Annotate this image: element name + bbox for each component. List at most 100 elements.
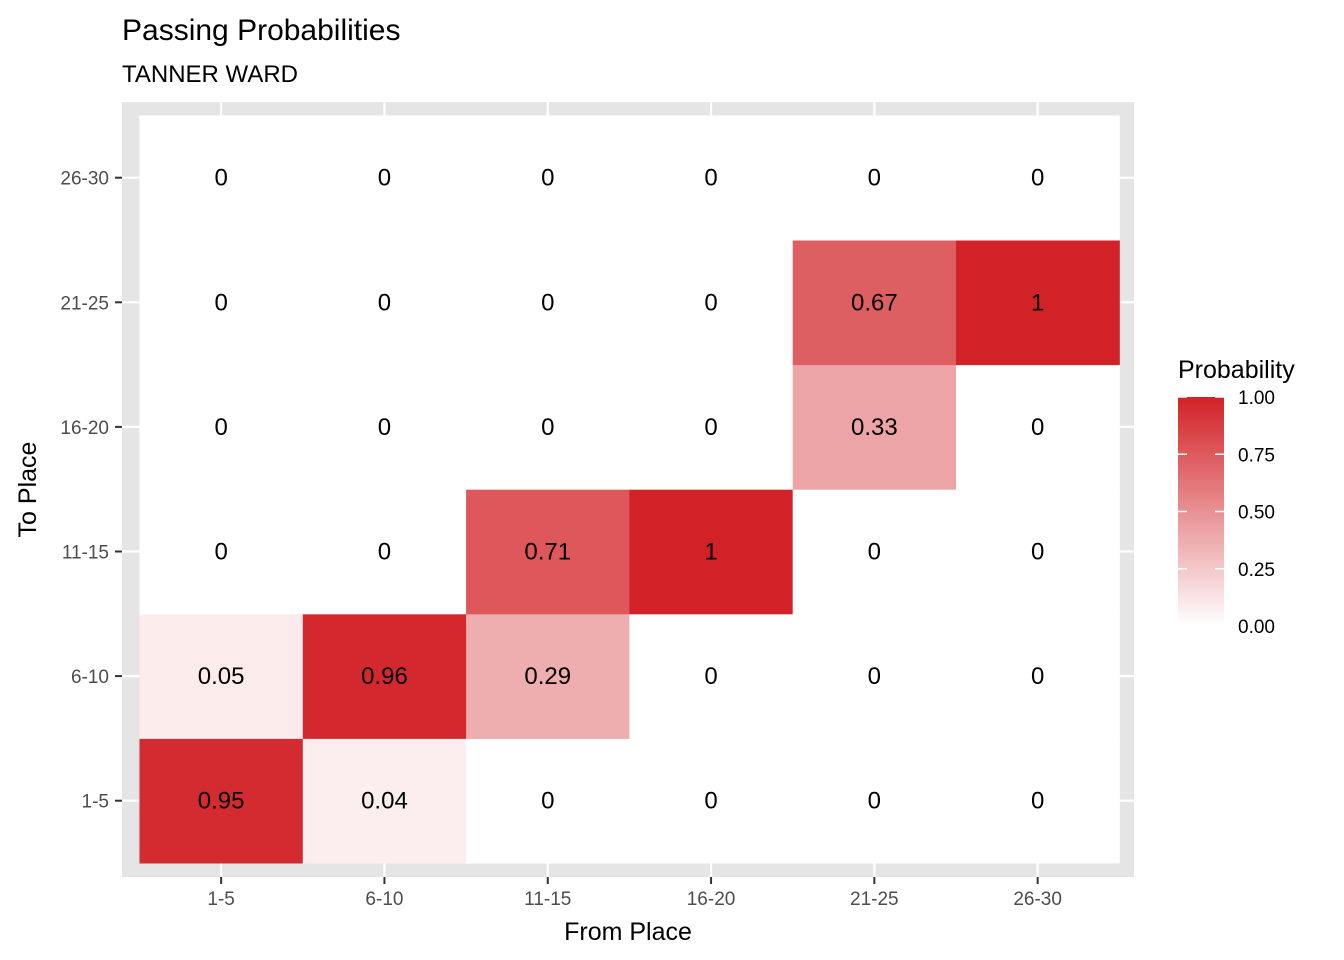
heatmap-cell: [792, 738, 957, 864]
chart-title: Passing Probabilities: [122, 14, 400, 47]
cell-value-label: 0: [1031, 165, 1044, 192]
x-axis-tick-label: 21-25: [850, 889, 899, 910]
heatmap-cell: [466, 613, 630, 739]
heatmap-cell: [792, 364, 957, 490]
heatmap-cell: [302, 364, 467, 490]
cell-value-label: 0: [541, 414, 554, 441]
y-axis-title: To Place: [14, 442, 42, 538]
cell-value-label: 0: [704, 289, 717, 316]
heatmap-cell: [139, 240, 304, 366]
cell-value-label: 0: [1031, 539, 1044, 566]
heatmap-cell: [792, 115, 957, 241]
y-axis: 1-5 6-10 11-15 16-20 21-25 26-30: [60, 169, 122, 813]
heatmap-cell: [956, 364, 1120, 490]
legend-tick-label: 1.00: [1238, 388, 1275, 409]
heatmap-cell: [792, 489, 957, 615]
cell-value-label: 0: [378, 165, 391, 192]
cell-value-label: 0: [868, 539, 881, 566]
y-axis-tick-label: 11-15: [62, 543, 109, 564]
cell-value-label: 0.67: [851, 289, 898, 316]
y-axis-tick-label: 16-20: [60, 418, 109, 439]
cell-value-label: 0: [1031, 663, 1044, 690]
cell-value-label: 0: [541, 165, 554, 192]
cell-value-label: 0: [704, 414, 717, 441]
heatmap-cell: [792, 613, 957, 739]
cell-value-label: 0: [214, 414, 227, 441]
heatmap-cell: [956, 613, 1120, 739]
heatmap-cell: [629, 738, 794, 864]
heatmap-cell: [466, 115, 630, 241]
heatmap-cell: [302, 738, 467, 864]
heatmap-cells: [139, 115, 1120, 864]
heatmap-cell: [629, 240, 794, 366]
cell-value-label: 0: [378, 289, 391, 316]
cell-value-label: 0: [1031, 414, 1044, 441]
heatmap-cell: [629, 364, 794, 490]
cell-value-label: 0: [868, 165, 881, 192]
legend-tick-label: 0.75: [1238, 445, 1275, 466]
y-axis-tick-label: 26-30: [60, 169, 109, 190]
y-axis-tick-label: 21-25: [60, 293, 109, 314]
cell-value-label: 0: [704, 165, 717, 192]
x-axis-title: From Place: [564, 918, 692, 946]
heatmap-cell-labels: 0.95 0.05 0 0 0 0 0.04 0.96 0 0 0 0 0 0.29 0.71 0 0 0 0 0 1 0…: [198, 165, 1045, 815]
y-axis-tick-label: 6-10: [71, 667, 109, 688]
cell-value-label: 0: [541, 289, 554, 316]
cell-value-label: 0: [378, 539, 391, 566]
cell-value-label: 0.33: [851, 414, 898, 441]
cell-value-label: 1: [704, 539, 717, 566]
legend-title: Probability: [1178, 356, 1295, 384]
cell-value-label: 0: [541, 788, 554, 815]
cell-value-label: 0: [214, 165, 227, 192]
cell-value-label: 1: [1031, 289, 1044, 316]
legend-tick-label: 0.00: [1238, 617, 1275, 638]
cell-value-label: 0.29: [524, 663, 571, 690]
heatmap-cell: [629, 613, 794, 739]
heatmap-cell: [466, 240, 630, 366]
cell-value-label: 0: [214, 539, 227, 566]
cell-value-label: 0.95: [198, 788, 245, 815]
legend-tick-label: 0.25: [1238, 560, 1275, 581]
x-axis-tick-label: 26-30: [1013, 889, 1062, 910]
heatmap-cell: [956, 489, 1120, 615]
heatmap-cell: [302, 115, 467, 241]
heatmap-cell: [629, 115, 794, 241]
cell-value-label: 0: [868, 788, 881, 815]
heatmap-cell: [466, 738, 630, 864]
heatmap-cell: [302, 240, 467, 366]
cell-value-label: 0.05: [198, 663, 245, 690]
cell-value-label: 0: [868, 663, 881, 690]
cell-value-label: 0: [214, 289, 227, 316]
heatmap-cell: [466, 489, 630, 615]
cell-value-label: 0: [704, 663, 717, 690]
x-axis-tick-label: 6-10: [365, 889, 403, 910]
heatmap-cell: [302, 489, 467, 615]
heatmap-cell: [629, 489, 794, 615]
x-axis-tick-label: 11-15: [524, 889, 571, 910]
cell-value-label: 0.71: [524, 539, 571, 566]
y-axis-tick-label: 1-5: [82, 792, 109, 813]
cell-value-label: 0: [1031, 788, 1044, 815]
heatmap-cell: [956, 738, 1120, 864]
heatmap-cell: [139, 364, 304, 490]
heatmap-cell: [139, 738, 304, 864]
cell-value-label: 0: [378, 414, 391, 441]
heatmap-cell: [139, 489, 304, 615]
cell-value-label: 0.04: [361, 788, 408, 815]
legend-tick-label: 0.50: [1238, 503, 1275, 524]
x-axis: 1-5 6-10 11-15 16-20 21-25 26-30: [207, 877, 1062, 910]
heatmap-cell: [139, 613, 304, 739]
chart-subtitle: TANNER WARD: [122, 61, 298, 88]
heatmap-cell: [956, 240, 1120, 366]
x-axis-tick-label: 1-5: [207, 889, 234, 910]
heatmap-cell: [139, 115, 304, 241]
x-axis-tick-label: 16-20: [687, 889, 736, 910]
heatmap-cell: [956, 115, 1120, 241]
heatmap-cell: [466, 364, 630, 490]
legend-ticks: 0.00 0.25 0.50 0.75 1.00: [1178, 388, 1275, 638]
cell-value-label: 0: [704, 788, 717, 815]
cell-value-label: 0.96: [361, 663, 408, 690]
color-legend: Probability 0.00 0.25 0.50 0.75 1.00: [1178, 356, 1295, 638]
heatmap-cell: [792, 240, 957, 366]
